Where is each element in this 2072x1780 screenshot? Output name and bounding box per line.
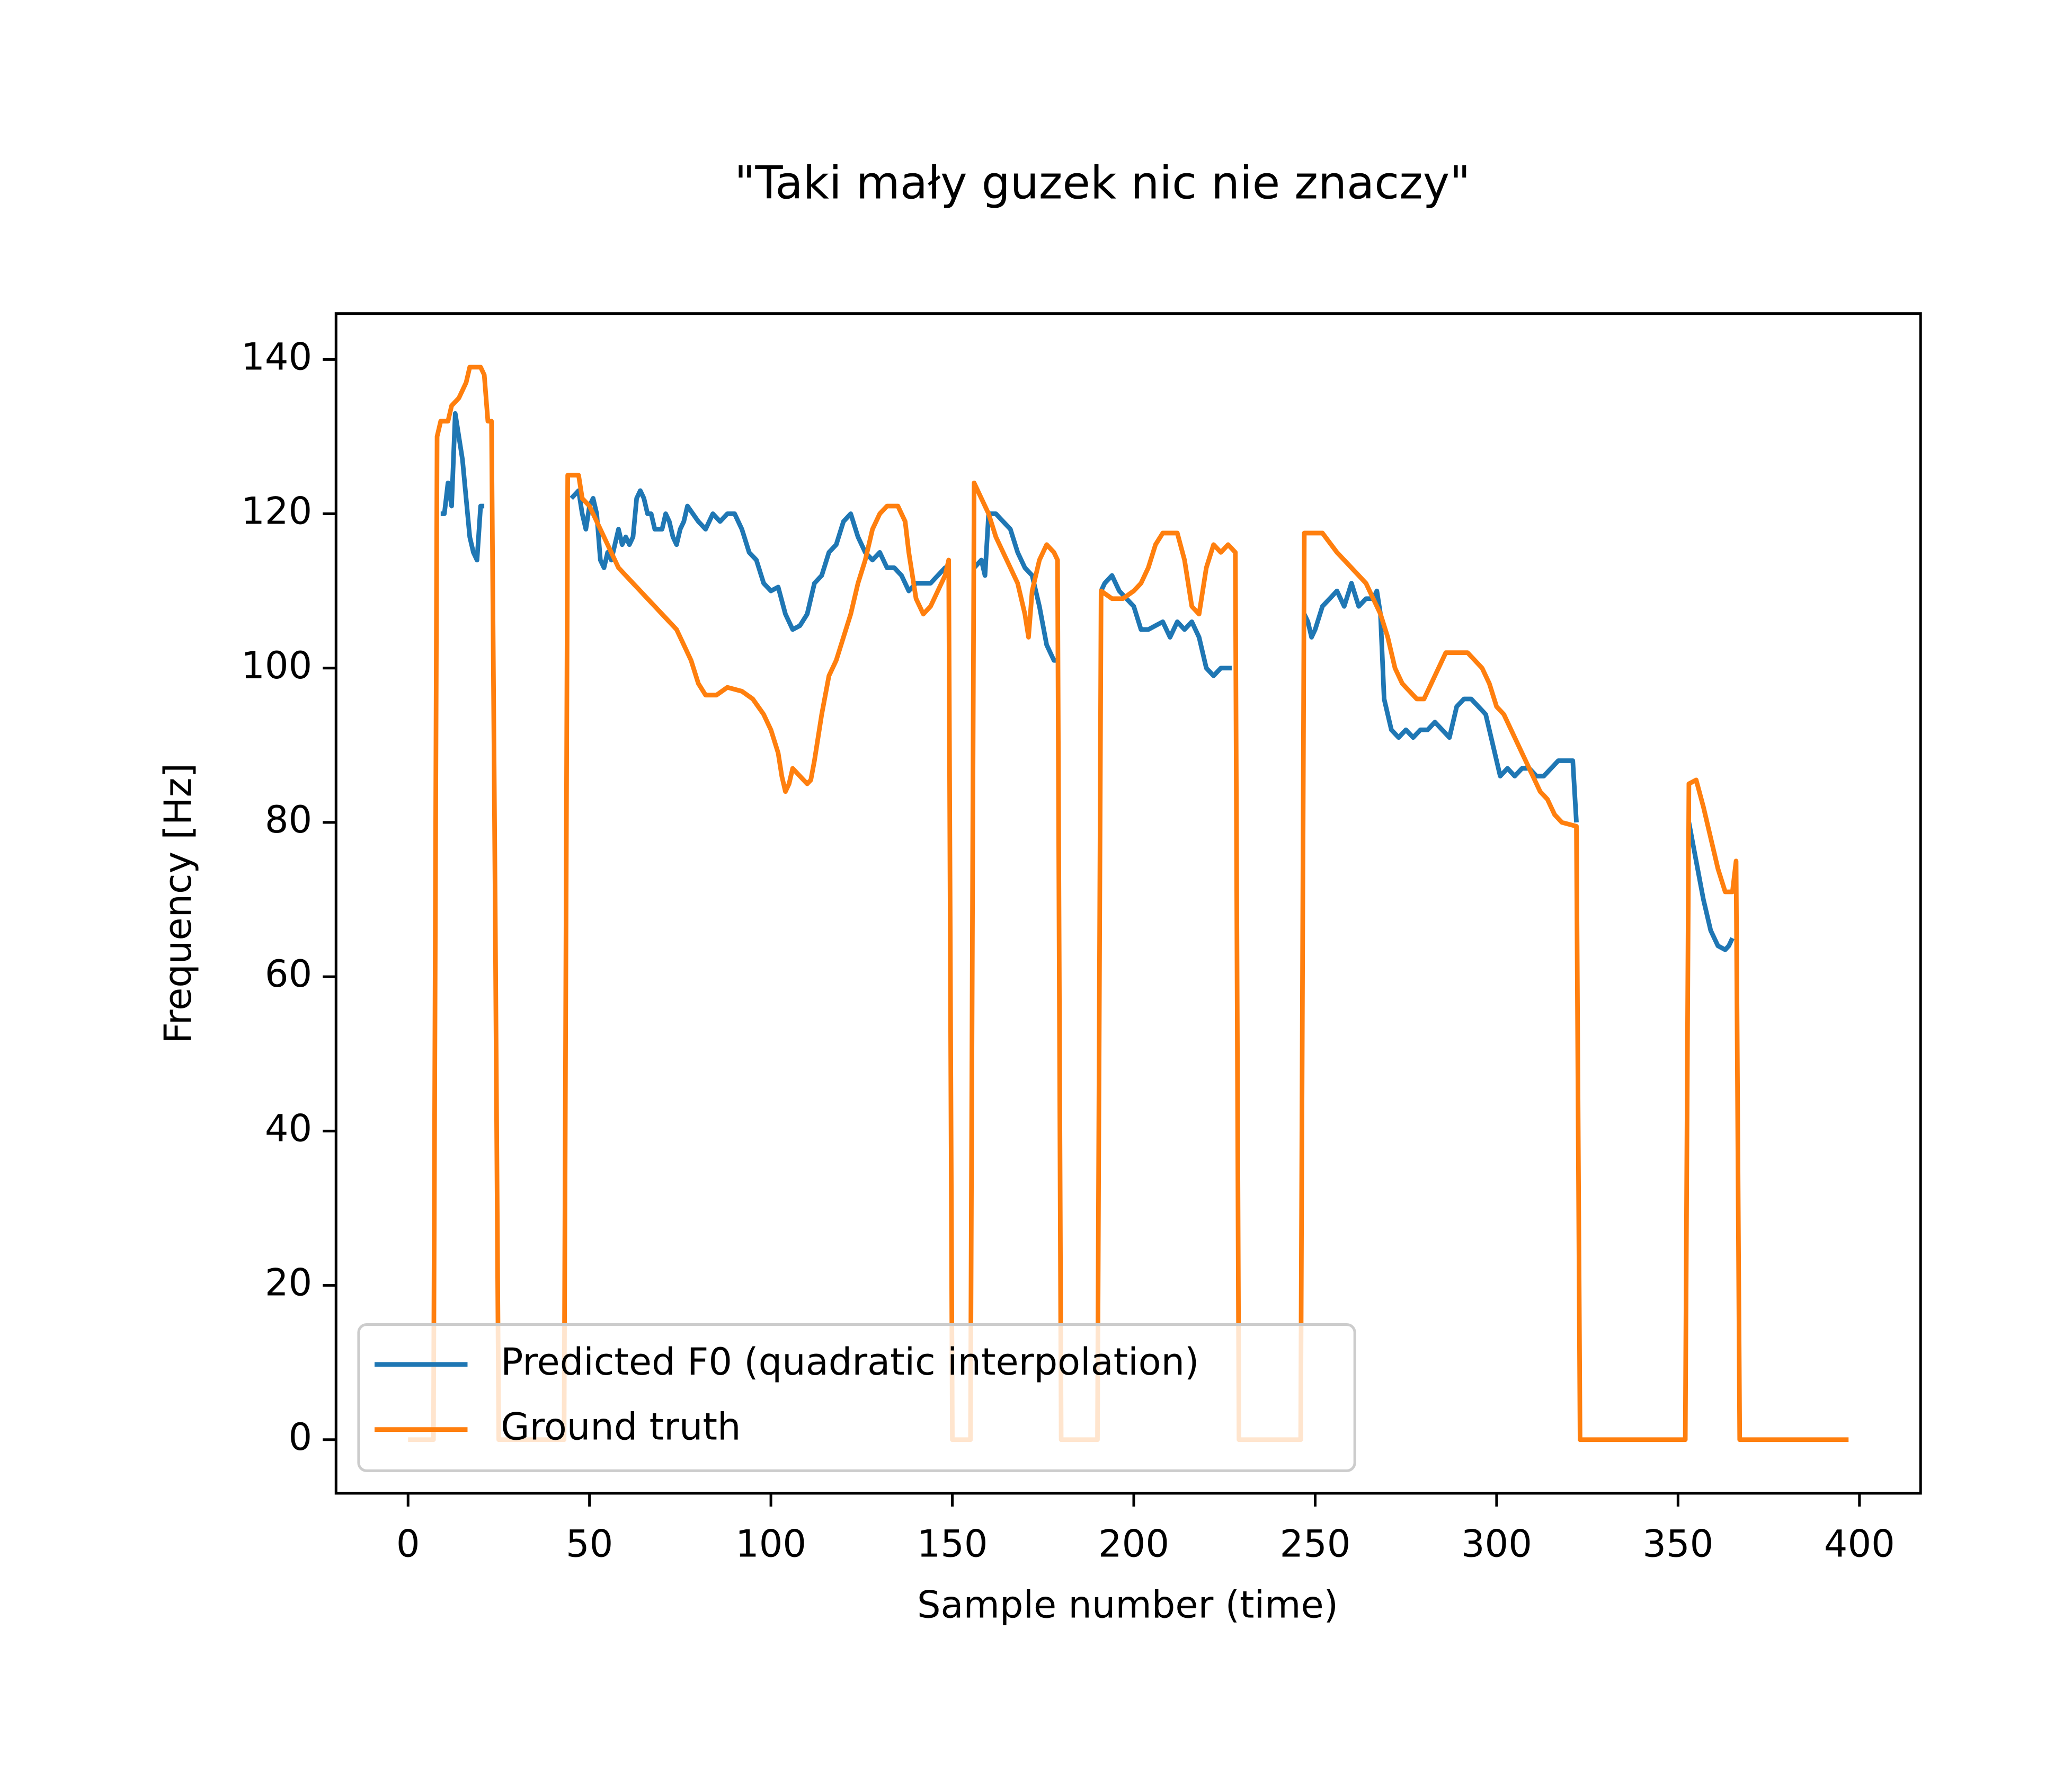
x-tick-label: 150 xyxy=(917,1522,988,1565)
x-tick-label: 300 xyxy=(1461,1522,1532,1565)
legend: Predicted F0 (quadratic interpolation) Gr… xyxy=(357,1323,1356,1472)
y-tick-label: 0 xyxy=(289,1415,313,1459)
x-tick-label: 400 xyxy=(1824,1522,1895,1565)
x-tick-label: 50 xyxy=(566,1522,613,1565)
x-tick-label: 200 xyxy=(1098,1522,1169,1565)
x-tick-label: 0 xyxy=(396,1522,420,1565)
y-tick-label: 100 xyxy=(241,644,312,687)
plot-area xyxy=(408,365,1849,1442)
x-axis-label: Sample number (time) xyxy=(917,1583,1338,1627)
x-tick-label: 100 xyxy=(735,1522,806,1565)
x-tick-label: 250 xyxy=(1279,1522,1350,1565)
y-tick-label: 60 xyxy=(265,952,312,996)
y-axis-label: Frequency [Hz] xyxy=(156,763,200,1043)
y-tick-label: 120 xyxy=(241,490,312,533)
legend-label: Predicted F0 (quadratic interpolation) xyxy=(501,1340,1199,1384)
legend-label: Ground truth xyxy=(501,1405,741,1449)
legend-box xyxy=(357,1323,1356,1472)
data-line xyxy=(440,411,1735,952)
chart-title: "Taki mały guzek nic nie znaczy" xyxy=(734,157,1470,209)
axes-frame xyxy=(334,312,1922,1495)
data-line xyxy=(408,365,1849,1442)
y-tick-label: 140 xyxy=(241,335,312,378)
y-tick-label: 20 xyxy=(265,1261,312,1305)
x-tick-label: 350 xyxy=(1642,1522,1713,1565)
y-tick-label: 40 xyxy=(265,1106,312,1150)
y-tick-label: 80 xyxy=(265,798,312,842)
